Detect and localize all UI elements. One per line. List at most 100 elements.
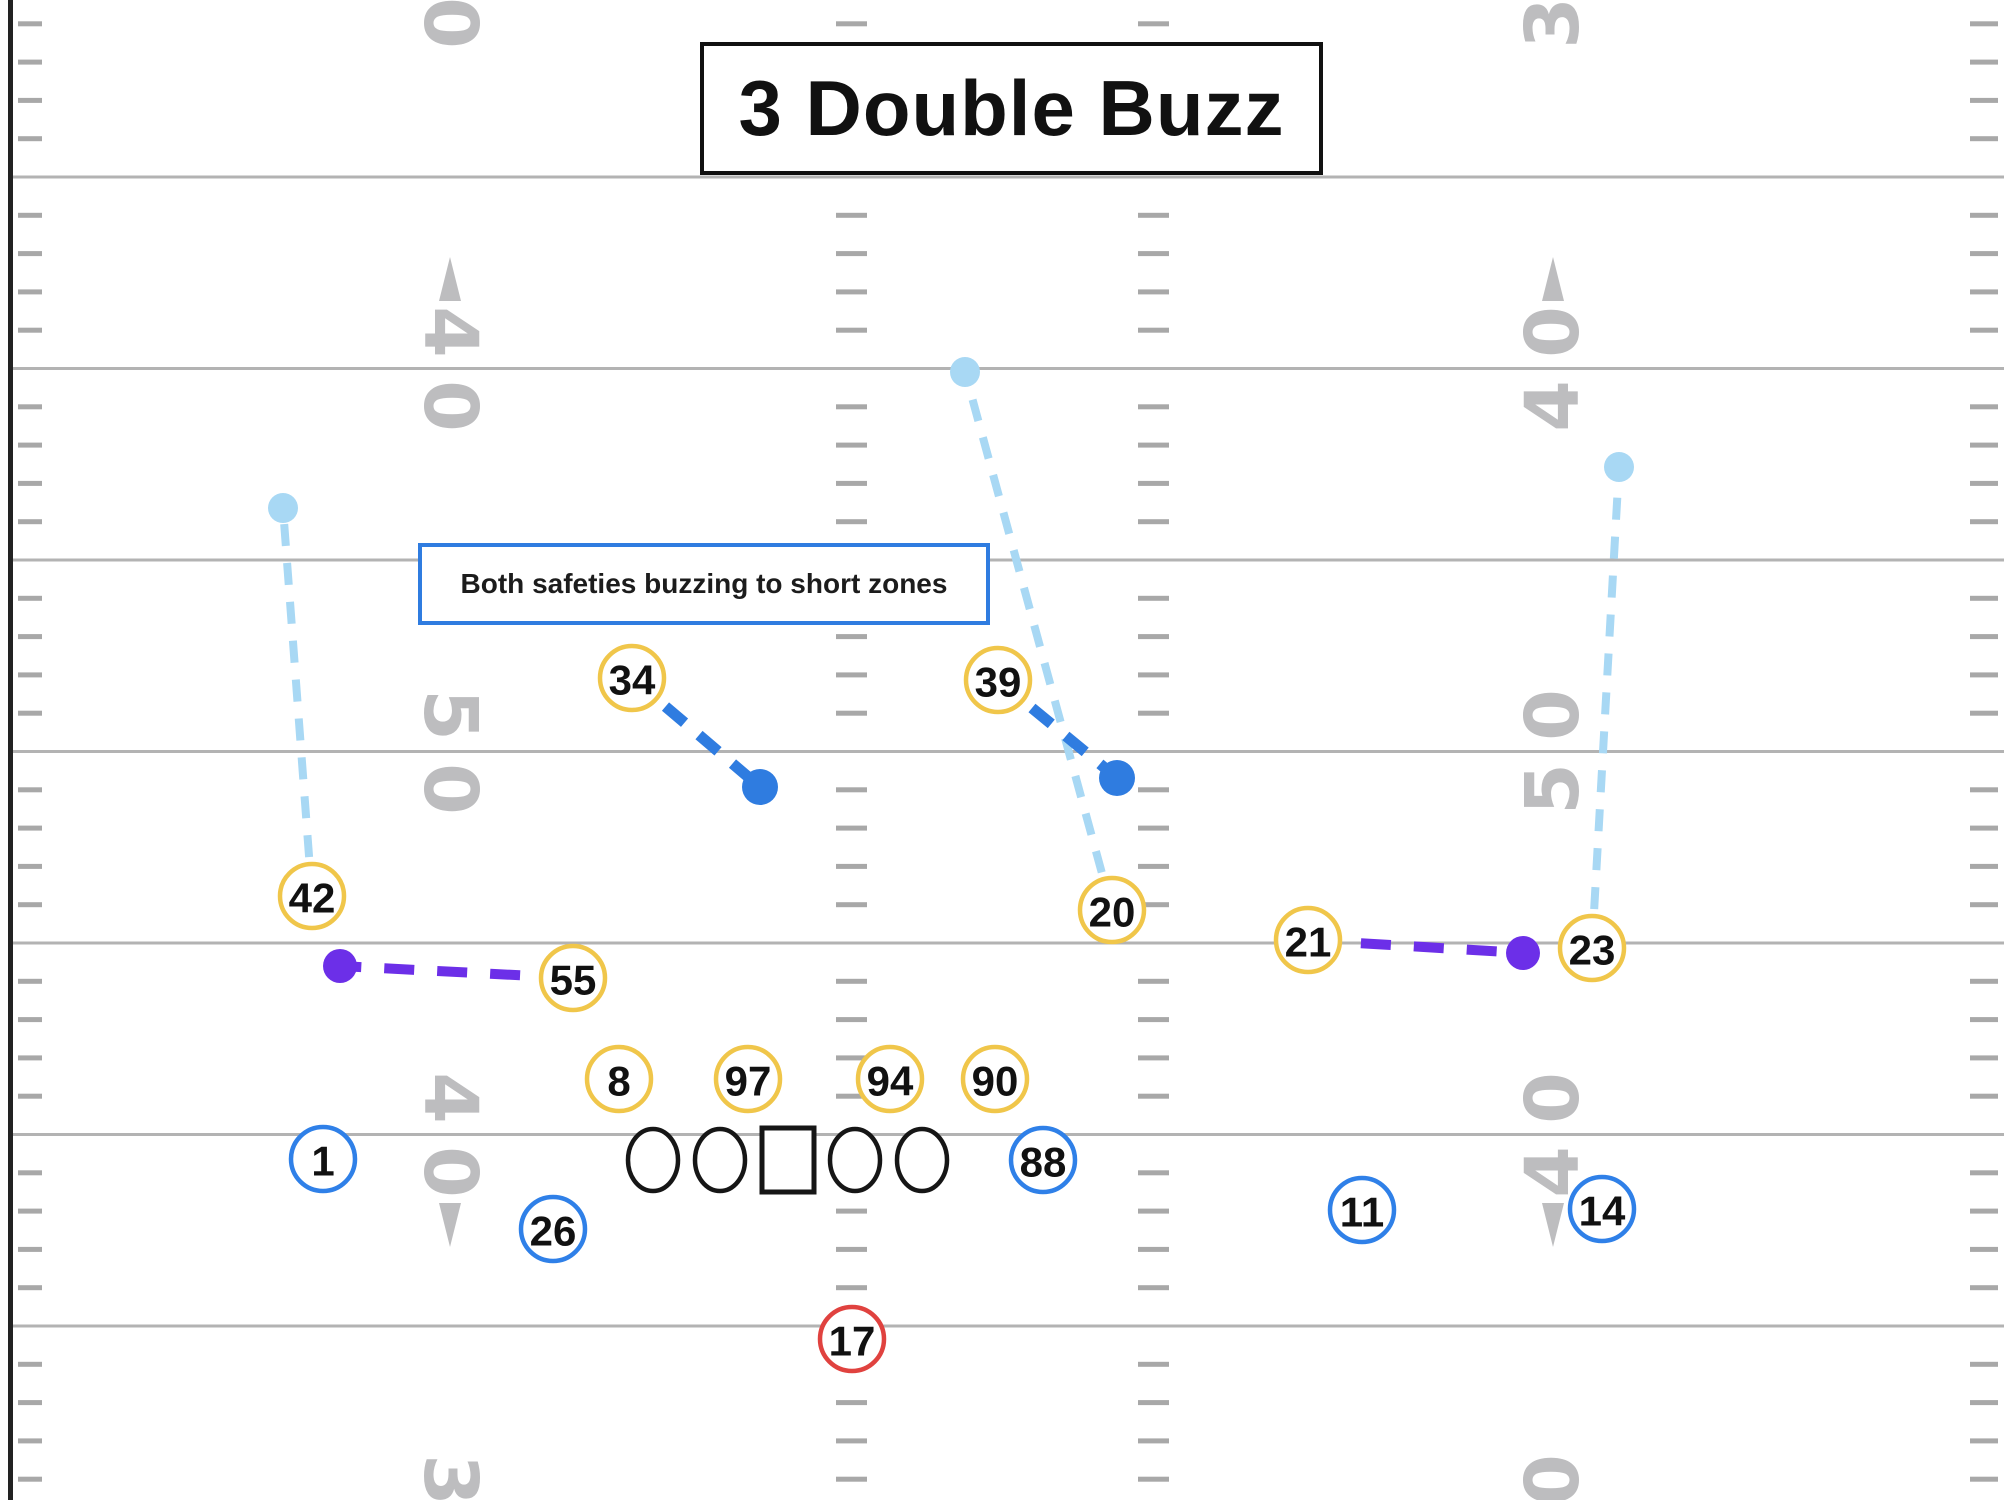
hash-mark	[1970, 251, 1998, 257]
defense-player-23[interactable]	[1557, 913, 1627, 983]
route-endpoint-23[interactable]	[1604, 452, 1634, 482]
hash-mark	[836, 212, 867, 218]
offense-player-1[interactable]	[288, 1124, 358, 1194]
offense-player-88[interactable]	[1008, 1125, 1078, 1195]
hash-mark	[836, 1246, 867, 1252]
hash-mark	[836, 442, 867, 448]
annotation-box[interactable]: Both safeties buzzing to short zones	[418, 543, 990, 625]
route-42[interactable]	[279, 507, 316, 897]
hash-mark	[18, 1476, 42, 1482]
defense-player-39[interactable]	[963, 645, 1033, 715]
hash-mark	[1970, 978, 1998, 984]
route-endpoint-39[interactable]	[1099, 760, 1135, 796]
offensive-lineman[interactable]	[827, 1126, 883, 1194]
defense-player-34[interactable]	[597, 643, 667, 713]
field-number-digit: 5	[407, 689, 493, 741]
hash-mark	[836, 1055, 867, 1061]
hash-mark	[18, 212, 42, 218]
hash-mark	[1970, 825, 1998, 831]
route-23[interactable]	[1588, 466, 1623, 949]
route-endpoint-20[interactable]	[950, 357, 980, 387]
player-number-90: 90	[972, 1058, 1019, 1105]
hash-mark	[836, 21, 867, 27]
defense-player-42[interactable]	[277, 861, 347, 931]
offensive-lineman[interactable]	[625, 1126, 681, 1194]
offense-player-17[interactable]	[817, 1304, 887, 1374]
route-endpoint-55[interactable]	[323, 949, 357, 983]
hash-mark	[1970, 1017, 1998, 1023]
hash-mark	[1970, 1055, 1998, 1061]
hash-mark	[836, 1438, 867, 1444]
hash-mark	[836, 1285, 867, 1291]
hash-mark	[1970, 442, 1998, 448]
offense-player-11[interactable]	[1327, 1175, 1397, 1245]
hash-mark	[1138, 1093, 1169, 1099]
center-square[interactable]	[759, 1125, 817, 1195]
hash-mark	[1138, 710, 1169, 716]
hash-mark	[836, 1093, 867, 1099]
offensive-lineman[interactable]	[692, 1126, 748, 1194]
player-number-14: 14	[1579, 1188, 1626, 1235]
hash-mark	[1138, 978, 1169, 984]
annotation-text: Both safeties buzzing to short zones	[460, 568, 948, 599]
hash-mark	[18, 1438, 42, 1444]
route-endpoint-34[interactable]	[742, 769, 778, 805]
hash-mark	[18, 672, 42, 678]
hash-mark	[1138, 404, 1169, 410]
field-direction-arrow	[1542, 1203, 1564, 1247]
hash-mark	[1970, 710, 1998, 716]
hash-mark	[1970, 1208, 1998, 1214]
hash-mark	[836, 404, 867, 410]
hash-mark	[18, 1055, 42, 1061]
hash-mark	[1138, 1246, 1169, 1252]
hash-mark	[1138, 1017, 1169, 1023]
field-direction-arrow	[1542, 257, 1564, 301]
hash-mark	[1138, 1208, 1169, 1214]
player-number-21: 21	[1285, 919, 1332, 966]
player-number-55: 55	[550, 957, 597, 1004]
field-direction-arrow	[439, 1203, 461, 1247]
route-endpoint-42[interactable]	[268, 493, 298, 523]
hash-mark	[1970, 595, 1998, 601]
defense-player-94[interactable]	[855, 1044, 925, 1114]
play-title-box[interactable]: 3 Double Buzz	[700, 42, 1323, 175]
defense-player-90[interactable]	[960, 1044, 1030, 1114]
hash-mark	[836, 1017, 867, 1023]
offense-player-14[interactable]	[1567, 1174, 1637, 1244]
hash-mark	[18, 21, 42, 27]
hash-mark	[836, 289, 867, 295]
field-number-digit: 4	[1510, 380, 1596, 432]
hash-mark	[18, 59, 42, 65]
player-number-88: 88	[1020, 1139, 1067, 1186]
offensive-lineman[interactable]	[894, 1126, 950, 1194]
route-55[interactable]	[339, 961, 574, 983]
hash-mark	[1138, 1476, 1169, 1482]
hash-mark	[18, 519, 42, 525]
hash-mark	[836, 634, 867, 640]
defense-player-8[interactable]	[584, 1044, 654, 1114]
offense-player-26[interactable]	[518, 1194, 588, 1264]
field-number-digit: 3	[1510, 0, 1596, 49]
hash-mark	[1138, 863, 1169, 869]
route-21[interactable]	[1307, 935, 1524, 958]
hash-mark	[18, 327, 42, 333]
defense-player-21[interactable]	[1273, 905, 1343, 975]
hash-mark	[1970, 787, 1998, 793]
hash-mark	[1970, 672, 1998, 678]
defense-player-55[interactable]	[538, 943, 608, 1013]
route-34[interactable]	[628, 673, 764, 792]
route-endpoint-21[interactable]	[1506, 936, 1540, 970]
defense-player-20[interactable]	[1077, 875, 1147, 945]
hash-mark	[836, 1208, 867, 1214]
route-20[interactable]	[961, 370, 1116, 912]
field-number-digit: 5	[1510, 763, 1596, 815]
player-number-26: 26	[530, 1208, 577, 1255]
player-number-42: 42	[289, 875, 336, 922]
player-number-94: 94	[867, 1058, 914, 1105]
hash-mark	[18, 595, 42, 601]
player-number-11: 11	[1340, 1189, 1384, 1236]
hash-mark	[1970, 1438, 1998, 1444]
hash-mark	[1970, 480, 1998, 486]
defense-player-97[interactable]	[713, 1044, 783, 1114]
